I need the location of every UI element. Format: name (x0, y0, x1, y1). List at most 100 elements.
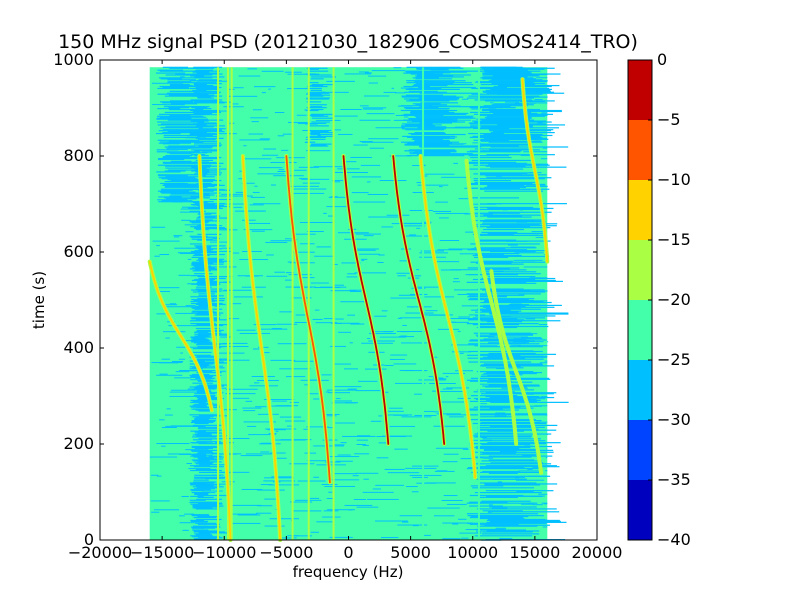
noise-cell (195, 534, 212, 536)
noise-cell (406, 486, 418, 488)
noise-cell (190, 174, 221, 176)
noise-cell (438, 186, 443, 188)
noise-cell (293, 188, 327, 190)
noise-cell (466, 281, 527, 283)
noise-cell (198, 295, 224, 297)
noise-cell (178, 358, 186, 360)
noise-cell (192, 367, 225, 369)
noise-cell (496, 175, 502, 177)
noise-cell (185, 449, 209, 451)
noise-cell (161, 358, 170, 360)
noise-cell (196, 88, 218, 90)
noise-cell (169, 303, 177, 305)
noise-cell (483, 255, 550, 258)
noise-cell (472, 487, 535, 489)
noise-cell (471, 145, 519, 147)
x-tick-label: −10000 (192, 543, 256, 562)
noise-cell (198, 277, 226, 280)
noise-cell (261, 70, 284, 72)
noise-cell (264, 498, 277, 500)
noise-cell (482, 510, 523, 512)
noise-cell (192, 529, 209, 531)
noise-cell (162, 331, 186, 333)
noise-cell (397, 317, 402, 319)
noise-cell (198, 532, 231, 534)
noise-cell (199, 175, 206, 177)
noise-cell (233, 397, 250, 399)
noise-cell (441, 176, 471, 178)
noise-cell (405, 88, 460, 90)
noise-cell (482, 438, 542, 440)
noise-cell (221, 193, 247, 195)
noise-cell (468, 132, 504, 135)
noise-cell (487, 185, 548, 187)
noise-cell (398, 336, 415, 338)
noise-cell (529, 398, 546, 400)
noise-cell (194, 533, 211, 535)
noise-cell (209, 199, 233, 201)
noise-cell (185, 305, 196, 307)
noise-cell (497, 481, 503, 483)
noise-cell (473, 391, 515, 393)
noise-cell (288, 185, 320, 187)
noise-cell (467, 296, 507, 298)
noise-cell (308, 91, 326, 93)
noise-cell (188, 468, 211, 470)
noise-cell (480, 126, 533, 128)
noise-cell (253, 86, 276, 88)
noise-cell (251, 121, 259, 123)
noise-cell (460, 458, 472, 460)
noise-cell (479, 172, 538, 174)
noise-cell (198, 102, 225, 104)
noise-cell (482, 311, 487, 313)
noise-cell (516, 479, 545, 481)
noise-cell (489, 251, 536, 253)
noise-cell (159, 254, 170, 256)
noise-cell (470, 182, 533, 185)
noise-cell (538, 324, 548, 326)
noise-cell (494, 68, 545, 70)
noise-cell (497, 82, 534, 84)
noise-cell (490, 88, 552, 90)
noise-cell (481, 460, 542, 462)
noise-cell (469, 435, 481, 437)
noise-cell (521, 261, 536, 263)
noise-cell (197, 392, 224, 394)
noise-cell (190, 379, 211, 381)
noise-cell (198, 458, 223, 460)
noise-cell (334, 129, 342, 131)
noise-cell (408, 87, 442, 90)
noise-cell (215, 370, 226, 372)
noise-cell (376, 457, 389, 459)
noise-cell (165, 126, 198, 128)
noise-cell (164, 170, 186, 172)
noise-cell (535, 236, 548, 238)
noise-cell (389, 358, 405, 360)
noise-cell (475, 451, 554, 453)
noise-cell (326, 206, 349, 208)
noise-cell (403, 119, 454, 121)
noise-cell (198, 438, 224, 440)
noise-cell (483, 99, 533, 101)
noise-cell (487, 216, 532, 218)
noise-cell (428, 105, 461, 107)
noise-cell (472, 127, 490, 129)
noise-cell (231, 513, 258, 515)
noise-cell (165, 198, 197, 200)
noise-cell (471, 159, 532, 162)
noise-cell (190, 264, 205, 266)
noise-cell (460, 352, 464, 354)
noise-cell (400, 87, 414, 89)
noise-cell (168, 169, 190, 171)
noise-cell (470, 106, 511, 108)
noise-cell (293, 510, 322, 512)
noise-cell (513, 338, 543, 340)
noise-cell (195, 86, 222, 89)
noise-cell (415, 116, 473, 118)
noise-cell (483, 105, 528, 107)
noise-cell (194, 492, 209, 495)
noise-cell (409, 210, 433, 212)
noise-cell (326, 415, 337, 417)
noise-cell (465, 274, 470, 276)
noise-cell (464, 187, 482, 189)
